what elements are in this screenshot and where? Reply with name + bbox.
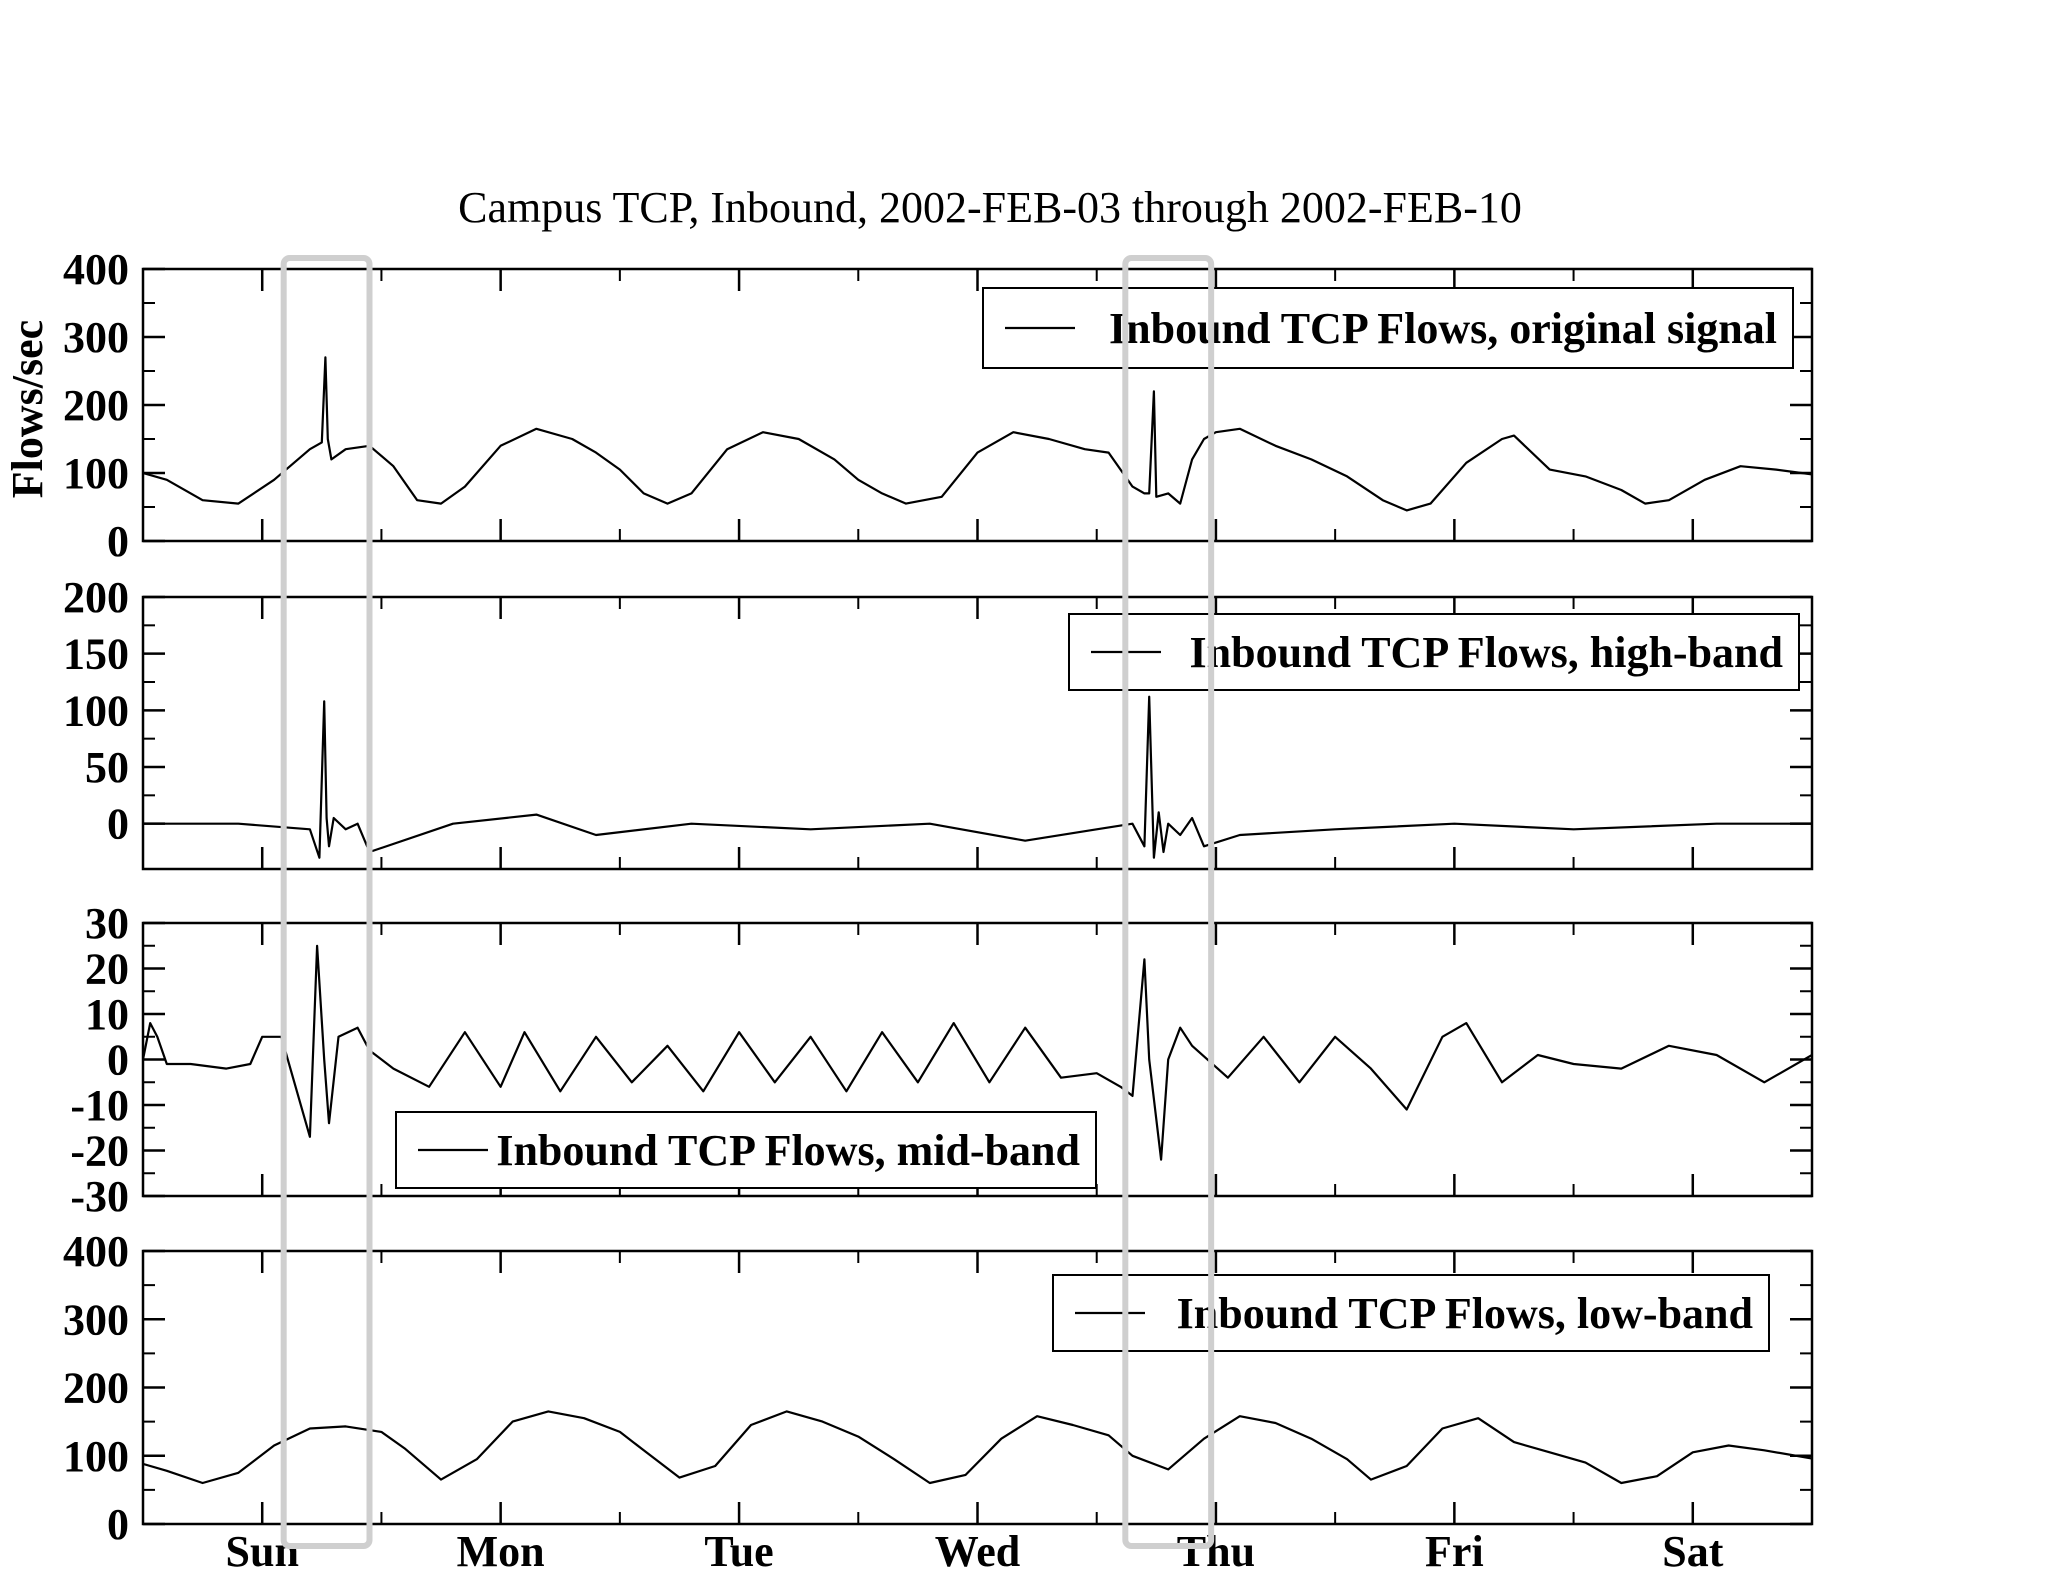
x-tick-label: Mon [457, 1527, 545, 1571]
y-tick-label: 10 [85, 990, 129, 1039]
panel-high-band: 0 50 100 150 200 Inbound TCP Flows, high-band [63, 573, 1814, 871]
legend-label: Inbound TCP Flows, low-band [1177, 1289, 1753, 1338]
y-tick-label: 0 [107, 517, 129, 566]
legend-box [1052, 1274, 1770, 1352]
series-line-low-band [143, 1410, 1812, 1485]
y-tick-label: -20 [70, 1127, 129, 1176]
x-tick-label: Tue [704, 1527, 773, 1571]
y-tick-label: 0 [107, 800, 129, 849]
y-tick-label: 400 [63, 245, 129, 294]
panel-low-band: 0 100 200 300 400 Inbound TCP Flows, low-band [63, 1227, 1814, 1549]
legend-box [982, 287, 1794, 369]
series-line-high-band [143, 695, 1812, 859]
x-tick-label: Fri [1425, 1527, 1484, 1571]
y-tick-label: 100 [63, 449, 129, 498]
y-tick-label: 150 [63, 630, 129, 679]
y-tick-label: 200 [63, 1364, 129, 1413]
y-tick-label: 200 [63, 573, 129, 622]
y-tick-label: 20 [85, 945, 129, 994]
x-tick-labels: Sun Mon Tue Wed Thu Fri Sat [226, 1527, 1724, 1571]
y-tick-label: 300 [63, 313, 129, 362]
y-tick-label: -10 [70, 1081, 129, 1130]
legend-box [395, 1111, 1097, 1189]
legend-label: Inbound TCP Flows, mid-band [496, 1126, 1080, 1175]
x-tick-label: Sun [226, 1527, 299, 1571]
highlight-region [1122, 255, 1215, 1549]
legend-original: Inbound TCP Flows, original signal [982, 287, 1794, 369]
y-tick-label: 100 [63, 686, 129, 735]
legend-high-band: Inbound TCP Flows, high-band [1068, 613, 1800, 691]
highlight-region [280, 255, 373, 1549]
y-tick-label: 200 [63, 381, 129, 430]
legend-label: Inbound TCP Flows, high-band [1190, 628, 1783, 677]
legend-low-band: Inbound TCP Flows, low-band [1052, 1274, 1770, 1352]
y-tick-label: -30 [70, 1172, 129, 1221]
legend-label: Inbound TCP Flows, original signal [1109, 304, 1777, 353]
x-tick-label: Wed [935, 1527, 1021, 1571]
x-tick-label: Sat [1662, 1527, 1723, 1571]
y-tick-label: 50 [85, 743, 129, 792]
series-line-mid-band [143, 944, 1812, 1161]
series-line-original [143, 356, 1812, 512]
y-axis-label: Flows/sec [3, 320, 52, 498]
y-tick-label: 30 [85, 899, 129, 948]
y-tick-label: 300 [63, 1295, 129, 1344]
chart-title: Campus TCP, Inbound, 2002-FEB-03 through… [458, 183, 1522, 232]
y-tick-label: 0 [107, 1500, 129, 1549]
legend-mid-band: Inbound TCP Flows, mid-band [395, 1111, 1097, 1189]
panel-original: 0 100 200 300 400 Inbound TCP Flows, original… [63, 245, 1814, 566]
y-tick-label: 0 [107, 1036, 129, 1085]
legend-box [1068, 613, 1800, 691]
y-tick-label: 100 [63, 1432, 129, 1481]
y-tick-label: 400 [63, 1227, 129, 1276]
highlight-regions [280, 255, 1215, 1549]
